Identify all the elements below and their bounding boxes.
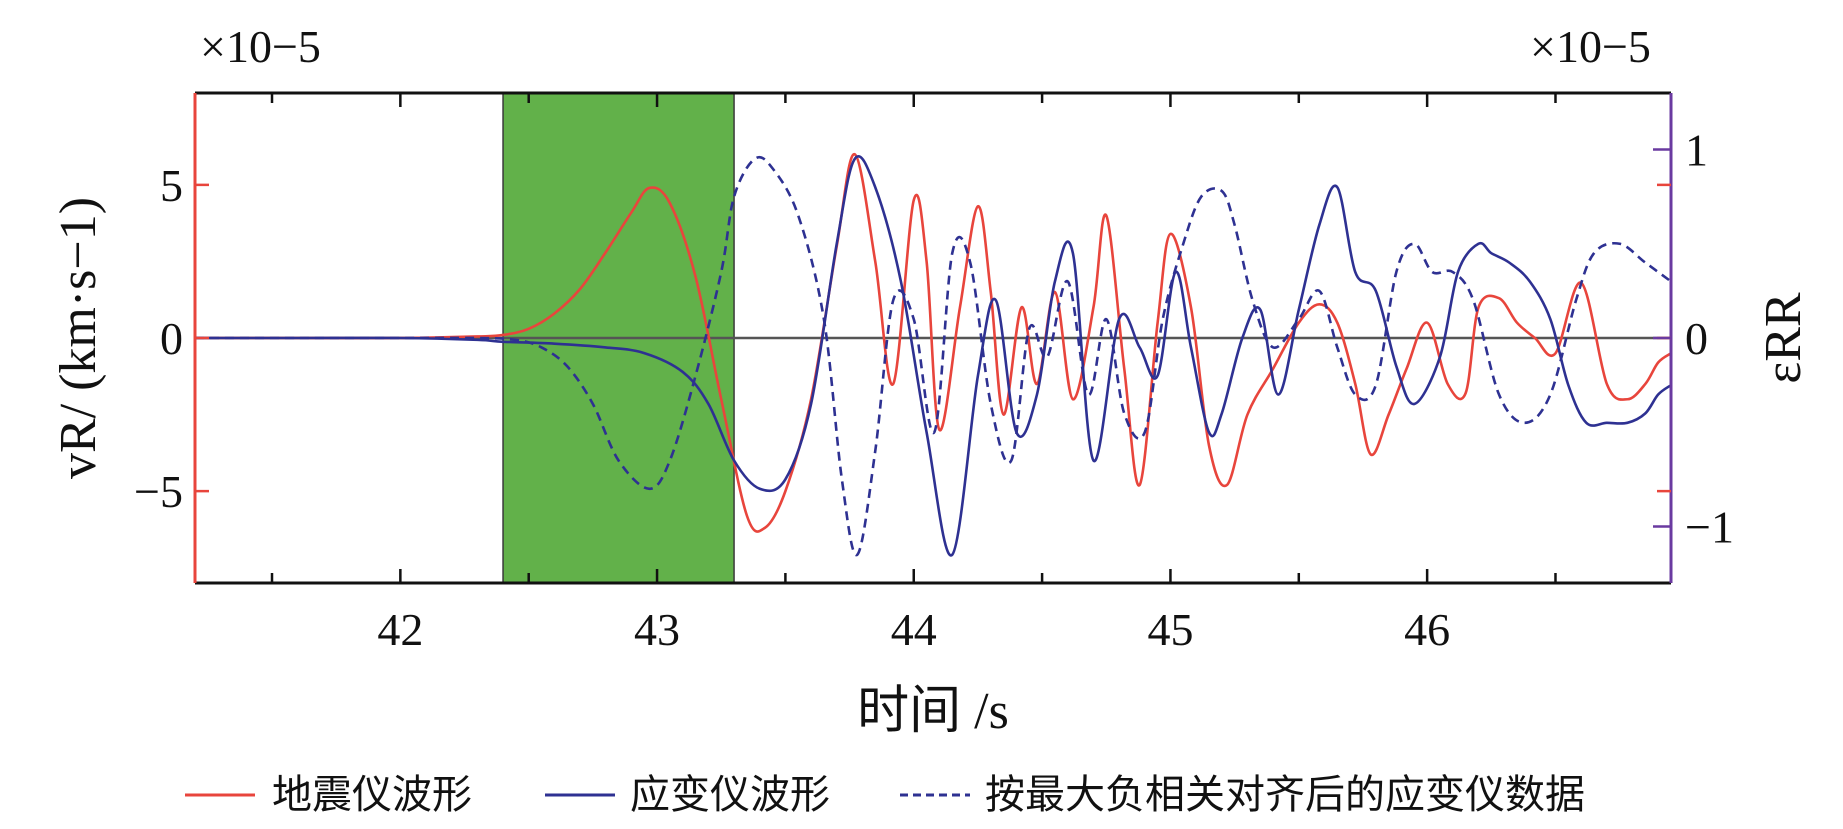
x-tick-label: 45 xyxy=(1147,604,1193,655)
right-axis-title: εRR xyxy=(1755,292,1812,384)
right-multiplier: ×10−5 xyxy=(1530,21,1651,72)
right-tick-label: 0 xyxy=(1685,313,1708,364)
tick-layer: 42 43 44 45 46 5 0 −5 1 0 −1 xyxy=(134,93,1734,655)
series-aligned-strainmeter-line xyxy=(195,155,1671,557)
left-axis-title: vR/ (km·s−1) xyxy=(50,197,107,479)
legend-label-strainmeter: 应变仪波形 xyxy=(630,772,830,818)
left-tick-label: 0 xyxy=(160,313,183,364)
legend-label-seismometer: 地震仪波形 xyxy=(272,772,472,818)
x-tick-label: 46 xyxy=(1404,604,1450,655)
x-tick-label: 42 xyxy=(377,604,423,655)
left-tick-label: 5 xyxy=(160,160,183,211)
legend-label-aligned: 按最大负相关对齐后的应变仪数据 xyxy=(985,772,1585,818)
right-tick-label: −1 xyxy=(1685,501,1734,552)
legend: 地震仪波形 应变仪波形 按最大负相关对齐后的应变仪数据 xyxy=(185,772,1585,818)
series-strainmeter-line xyxy=(195,155,1671,557)
x-tick-label: 44 xyxy=(891,604,937,655)
series-layer xyxy=(195,152,1671,557)
left-tick-label: −5 xyxy=(134,466,183,517)
x-axis-title: 时间 /s xyxy=(857,683,1009,740)
left-multiplier: ×10−5 xyxy=(200,21,321,72)
x-tick-label: 43 xyxy=(634,604,680,655)
right-tick-label: 1 xyxy=(1685,125,1708,176)
